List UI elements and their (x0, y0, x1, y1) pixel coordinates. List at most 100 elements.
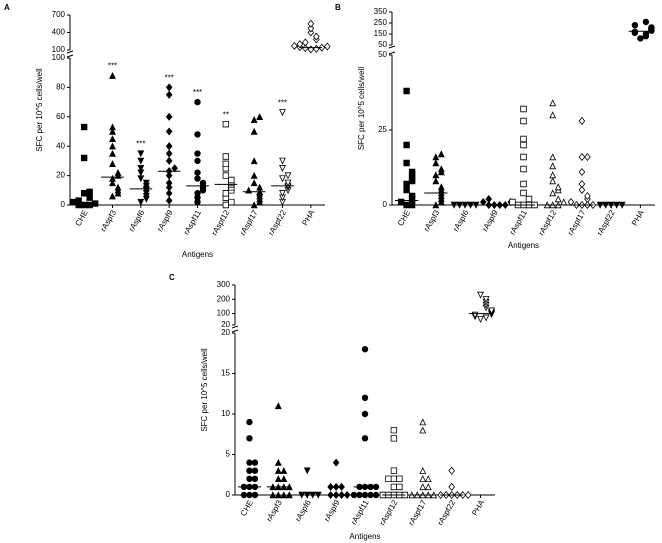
point (109, 123, 116, 131)
point (584, 191, 591, 201)
point (549, 177, 557, 185)
point (631, 22, 639, 29)
point (302, 38, 309, 47)
panel-label: B (335, 3, 341, 12)
point (356, 491, 363, 499)
point (80, 123, 88, 131)
point (482, 314, 490, 322)
x-tick-label: rAspf12 (378, 498, 400, 527)
point (194, 169, 201, 176)
point (584, 152, 591, 162)
point (361, 491, 369, 499)
y-tick-label: 60 (56, 112, 65, 121)
point (194, 190, 201, 197)
point (520, 165, 527, 173)
point (165, 196, 173, 205)
point (642, 30, 650, 38)
point (432, 171, 440, 179)
point (437, 183, 445, 191)
x-tick-label: rAspf3 (422, 208, 442, 233)
point (86, 194, 93, 201)
y-tick-label: 300 (217, 280, 231, 289)
point (109, 192, 116, 200)
point (578, 152, 586, 162)
point (222, 120, 230, 128)
y-tick-label: 25 (378, 125, 387, 134)
point (385, 475, 392, 483)
point (549, 189, 557, 197)
y-tick-label: 150 (374, 29, 388, 38)
point (274, 475, 282, 483)
point (228, 176, 235, 184)
x-tick-label: rAspf11 (508, 208, 530, 236)
x-axis-label: Antigens (349, 532, 380, 541)
point (482, 296, 490, 303)
point (432, 201, 440, 209)
point (578, 185, 586, 195)
point (419, 483, 427, 491)
point (332, 482, 340, 491)
point (313, 32, 320, 41)
point (109, 142, 116, 150)
point (109, 160, 116, 168)
x-tick-label: rAspf22 (436, 498, 458, 527)
point (279, 175, 286, 183)
significance-label: *** (193, 88, 202, 97)
point (165, 183, 173, 192)
x-tick-label: rAspf3 (99, 208, 119, 233)
point (246, 435, 253, 442)
y-tick-label: 50 (378, 40, 387, 49)
point (578, 167, 586, 177)
significance-label: *** (136, 140, 145, 149)
y-axis-label: SFC per 10^5 cells/well (357, 67, 366, 151)
point (464, 490, 472, 500)
point (520, 105, 527, 113)
point (549, 162, 557, 170)
point (269, 491, 277, 499)
panel-label: A (4, 3, 10, 12)
y-tick-label: 0 (383, 200, 388, 209)
point (284, 172, 292, 180)
point (279, 190, 286, 197)
point (307, 45, 315, 54)
x-tick-label: rAspf9 (155, 208, 175, 233)
y-tick-label: 20 (221, 320, 230, 329)
point (251, 475, 259, 482)
x-tick-label: rAspf11 (349, 498, 371, 526)
point (274, 491, 282, 499)
point (280, 467, 288, 474)
axis-break (231, 329, 239, 333)
point (520, 153, 527, 161)
x-tick-label: CHE (396, 209, 412, 228)
y-tick-label: 100 (217, 309, 231, 318)
point (222, 201, 230, 209)
point (631, 28, 639, 35)
point (549, 153, 557, 161)
point (554, 183, 562, 191)
point (69, 198, 77, 206)
x-tick-label: rAspf22 (266, 208, 288, 237)
y-tick-label: 700 (52, 10, 66, 19)
point (142, 179, 150, 187)
point (477, 316, 485, 323)
point (274, 467, 282, 474)
point (403, 180, 410, 188)
point (419, 426, 427, 434)
y-tick-label: 100 (52, 45, 66, 54)
point (361, 435, 369, 442)
point (520, 141, 527, 149)
point (488, 307, 496, 315)
significance-label: ** (223, 110, 229, 119)
point (448, 482, 455, 491)
point (285, 491, 293, 499)
point (137, 165, 145, 172)
point (567, 197, 575, 207)
point (165, 90, 173, 99)
point (313, 44, 320, 53)
point (109, 179, 116, 187)
point (165, 156, 173, 165)
point (419, 475, 427, 483)
x-tick-label: rAspf11 (182, 208, 204, 236)
point (432, 177, 440, 185)
